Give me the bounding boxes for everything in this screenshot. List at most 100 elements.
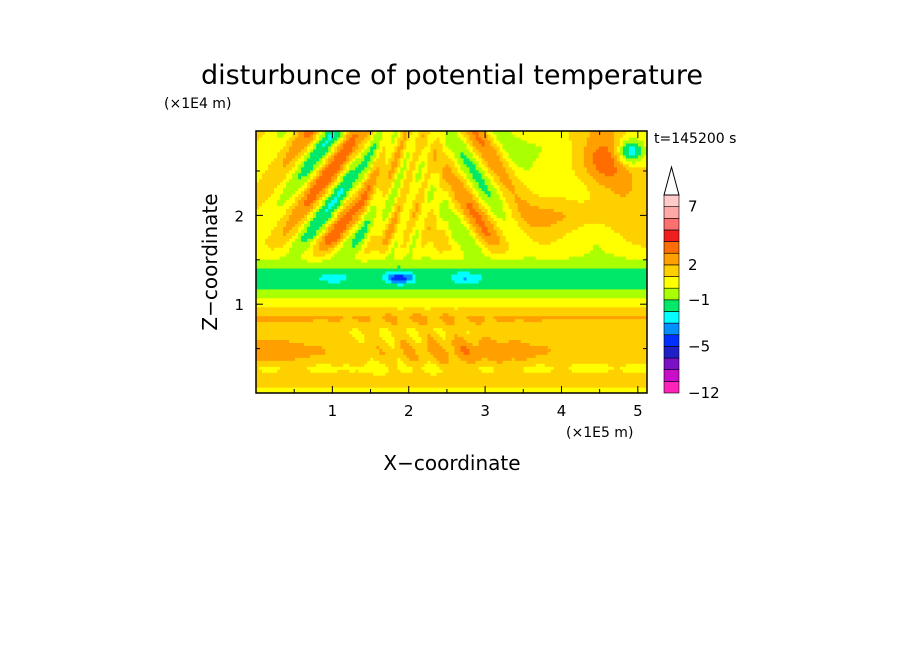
- contour-cell: [337, 139, 341, 144]
- contour-cell: [352, 238, 362, 242]
- contour-cell: [256, 223, 278, 227]
- contour-cell: [409, 163, 417, 168]
- contour-cell: [385, 351, 404, 355]
- contour-cell: [421, 256, 432, 260]
- colorbar-swatch: [663, 241, 680, 254]
- contour-cell: [355, 232, 365, 236]
- contour-cell: [412, 238, 417, 242]
- contour-cell: [613, 172, 633, 177]
- contour-cell: [433, 244, 453, 248]
- contour-cell: [346, 223, 353, 227]
- contour-cell: [532, 163, 573, 168]
- contour-cell: [595, 178, 633, 183]
- contour-cell: [289, 196, 296, 201]
- contour-cell: [613, 142, 621, 147]
- contour-cell: [436, 187, 444, 192]
- contour-cell: [349, 160, 353, 165]
- contour-cell: [466, 181, 474, 186]
- contour-cell: [409, 136, 417, 141]
- contour-cell: [394, 241, 398, 245]
- contour-cell: [388, 223, 395, 227]
- contour-cell: [397, 223, 407, 227]
- contour-cell: [403, 229, 413, 233]
- contour-cell: [301, 223, 305, 227]
- contour-cell: [619, 151, 624, 156]
- contour-cell: [325, 131, 332, 135]
- contour-cell: [307, 211, 311, 215]
- contour-cell: [505, 199, 516, 204]
- contour-cell: [358, 226, 362, 230]
- contour-cell: [331, 229, 344, 233]
- contour-cell: [256, 306, 398, 311]
- x-tick-label: 4: [557, 402, 567, 420]
- contour-cell: [349, 193, 353, 198]
- contour-cell: [484, 253, 585, 257]
- contour-cell: [289, 148, 302, 153]
- contour-cell: [331, 131, 335, 135]
- contour-cell: [427, 214, 438, 218]
- contour-cell: [358, 318, 371, 323]
- contour-cell: [553, 208, 647, 212]
- contour-cell: [391, 217, 398, 221]
- contour-cell: [388, 217, 392, 221]
- contour-cell: [352, 217, 359, 221]
- contour-cell: [376, 345, 380, 349]
- contour-cell: [352, 181, 359, 186]
- contour-cell: [256, 187, 275, 192]
- contour-cell: [529, 202, 647, 207]
- contour-cell: [424, 145, 432, 150]
- contour-cell: [310, 241, 317, 245]
- contour-cell: [415, 327, 435, 332]
- contour-cell: [628, 190, 647, 195]
- contour-cell: [406, 142, 417, 147]
- contour-cell: [466, 163, 477, 168]
- contour-cell: [400, 342, 410, 346]
- contour-cell: [304, 250, 314, 254]
- contour-cell: [355, 166, 365, 171]
- contour-cell: [427, 154, 435, 159]
- contour-cell: [256, 202, 263, 207]
- contour-cell: [343, 166, 347, 171]
- contour-cell: [481, 142, 486, 147]
- contour-cell: [331, 151, 335, 156]
- contour-cell: [367, 196, 371, 201]
- contour-cell: [403, 360, 429, 364]
- contour-cell: [343, 136, 347, 141]
- contour-cell: [376, 211, 383, 215]
- contour-cell: [322, 157, 326, 162]
- contour-cell: [406, 175, 413, 180]
- contour-cell: [331, 175, 338, 180]
- contour-cell: [337, 217, 341, 221]
- contour-cell: [511, 357, 516, 361]
- contour-cell: [337, 205, 341, 210]
- contour-cell: [430, 333, 441, 338]
- contour-cell: [349, 235, 356, 239]
- contour-cell: [478, 232, 486, 236]
- contour-cell: [532, 190, 591, 195]
- contour-cell: [346, 154, 350, 159]
- contour-cell: [373, 196, 389, 201]
- contour-cell: [391, 220, 398, 224]
- contour-cell: [586, 136, 615, 141]
- contour-cell: [433, 354, 450, 358]
- contour-cell: [340, 133, 344, 138]
- contour-cell: [427, 193, 435, 198]
- contour-cell: [421, 244, 426, 248]
- contour-cell: [415, 145, 426, 150]
- contour-cell: [631, 241, 647, 245]
- contour-cell: [283, 202, 293, 207]
- contour-cell: [439, 360, 450, 364]
- contour-cell: [340, 163, 344, 168]
- contour-cell: [529, 223, 552, 227]
- contour-cell: [259, 205, 290, 210]
- contour-cell: [505, 235, 531, 239]
- contour-cell: [397, 318, 413, 323]
- contour-cell: [364, 190, 368, 195]
- contour-cell: [367, 232, 383, 236]
- contour-cell: [493, 211, 507, 215]
- contour-cell: [484, 220, 492, 224]
- contour-cell: [421, 312, 444, 317]
- contour-cell: [367, 163, 371, 168]
- contour-cell: [364, 235, 368, 239]
- contour-cell: [301, 253, 314, 257]
